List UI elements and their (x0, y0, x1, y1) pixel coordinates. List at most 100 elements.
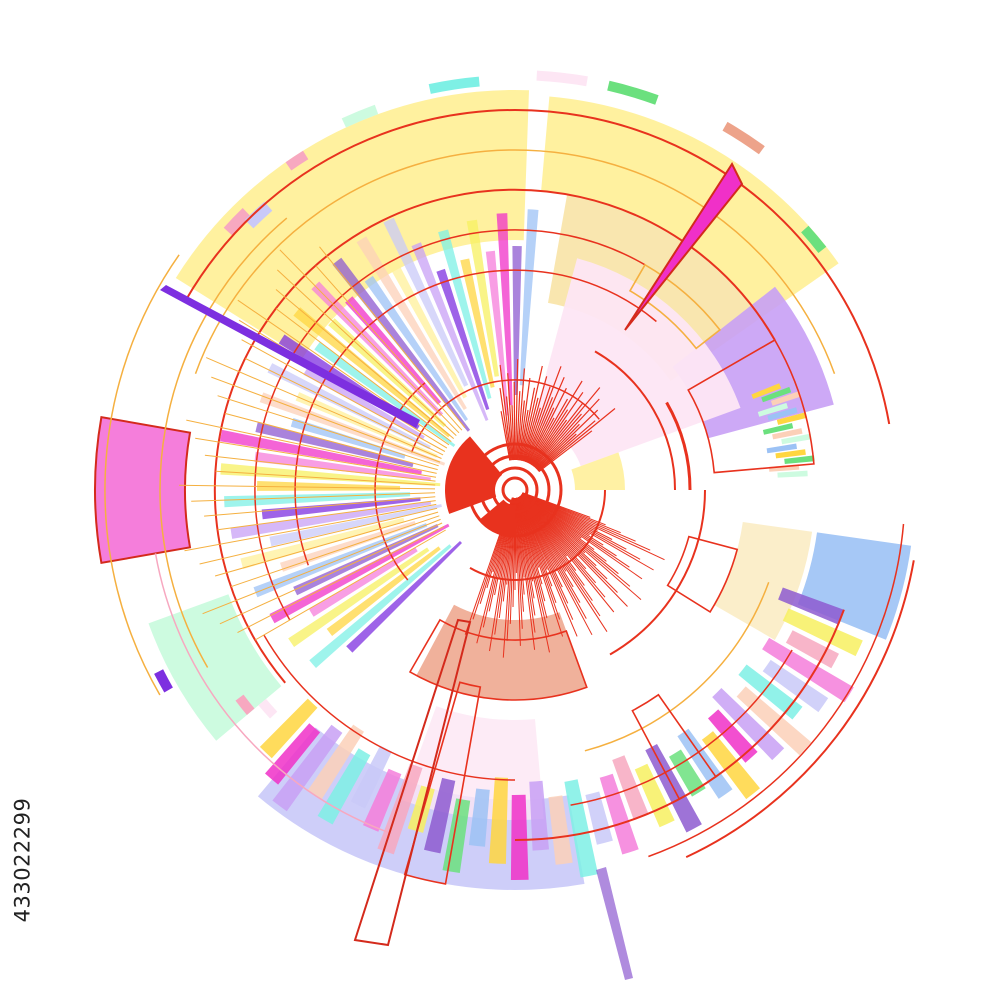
bottom-bar-20 (510, 794, 529, 881)
fan-line-11 (178, 484, 436, 490)
bottom-bar-4 (762, 659, 829, 713)
fan-line-3 (202, 518, 441, 615)
fan-line-19 (206, 357, 442, 459)
bottom-bar-7 (712, 688, 785, 761)
bottom-bar-21 (488, 777, 508, 864)
right-bar-13 (777, 470, 808, 478)
fan-line-4 (230, 515, 440, 588)
right-bar-10 (775, 449, 806, 459)
burst-top-ray-29 (532, 419, 568, 467)
fan-bar-40 (485, 250, 509, 416)
fan-bar-31 (364, 275, 468, 422)
arc-10 (263, 634, 516, 781)
dash-6 (722, 121, 765, 155)
arc-4 (254, 229, 646, 621)
fan-line-12 (215, 470, 436, 486)
right-bar-3 (757, 402, 788, 417)
block-12 (571, 452, 626, 490)
burst-top-ray-24 (528, 417, 555, 464)
burst-ray-66 (515, 497, 524, 612)
fan-line-13 (204, 454, 436, 482)
dash-3 (341, 104, 379, 128)
fan-bar-6 (293, 524, 439, 596)
fan-bar-0 (346, 541, 462, 653)
fan-line-8 (217, 500, 436, 531)
burst-top-ray-25 (529, 398, 569, 465)
block-5 (95, 417, 190, 563)
arc-18 (584, 582, 770, 752)
burst-top-ray-5 (511, 405, 515, 461)
bottom-bar-19 (529, 780, 549, 851)
fan-bar-5 (269, 523, 450, 624)
fan-line-21 (241, 339, 446, 452)
bottom-bar-15 (599, 773, 639, 855)
burst-top-ray-37 (537, 420, 596, 471)
fan-line-2 (219, 522, 443, 625)
dash-5 (223, 208, 251, 236)
magenta-spike (624, 161, 744, 331)
fan-bar-1 (309, 544, 452, 668)
burst-ray-3 (522, 492, 636, 542)
fan-line-14 (195, 437, 437, 478)
bottom-bar-28 (350, 745, 392, 809)
fan-line-20 (245, 358, 444, 456)
bottom-bar-23 (442, 798, 471, 873)
right-bar-4 (767, 407, 798, 421)
purple-spike (596, 867, 633, 980)
fan-line-17 (217, 395, 439, 467)
fan-bar-36 (436, 268, 490, 410)
block-0 (175, 89, 530, 358)
right-bar-11 (784, 455, 815, 464)
arc-17 (154, 553, 391, 834)
burst-top-ray-11 (518, 377, 531, 461)
burst-top-ray-1 (499, 388, 512, 461)
burst-ray-41 (518, 496, 587, 619)
center-wedge-bottom (480, 499, 515, 535)
fan-line-18 (211, 376, 441, 463)
fan-bar-30 (332, 257, 471, 432)
outline-sector-0 (403, 681, 482, 885)
fan-bar-37 (438, 229, 492, 399)
fan-line-5 (214, 511, 439, 577)
arc-1 (194, 149, 836, 374)
bottom-bar-2 (785, 630, 839, 669)
burst-top-ray-8 (515, 391, 521, 461)
fan-line-16 (224, 412, 438, 471)
burst-top-ray-0 (500, 411, 511, 461)
fan-bar-32 (356, 236, 467, 410)
block-9 (402, 706, 544, 820)
dash-0 (607, 80, 659, 105)
fan-line-28 (315, 265, 463, 431)
bottom-bar-1 (782, 608, 863, 657)
fan-bar-27 (328, 318, 447, 428)
burst-top-ray-10 (517, 400, 525, 461)
fan-line-10 (191, 492, 436, 502)
burst-top-ray-27 (530, 409, 569, 466)
center-starburst (445, 358, 665, 658)
fan-bar-15 (220, 463, 441, 487)
right-bar-7 (772, 428, 803, 440)
outline-sector-3 (666, 535, 739, 614)
burst-ray-9 (521, 493, 641, 560)
dash-9 (235, 694, 255, 715)
fan-bar-38 (460, 258, 495, 388)
fan-bar-26 (293, 307, 451, 438)
fan-bar-23 (303, 366, 425, 440)
burst-top-ray-12 (519, 409, 529, 461)
burst-ray-57 (516, 497, 549, 636)
dash-10 (258, 698, 278, 719)
bottom-bar-24 (424, 777, 456, 854)
bottom-bar-3 (762, 637, 854, 703)
arc-11 (609, 489, 706, 656)
outline-sector-4 (687, 338, 815, 474)
arc-0 (185, 109, 891, 425)
fan-bar-2 (326, 546, 441, 636)
bottom-bar-18 (548, 795, 573, 865)
fan-bar-11 (230, 501, 432, 539)
burst-top-ray-22 (527, 407, 555, 464)
arc-19 (665, 401, 692, 491)
red-outline-spike (353, 618, 472, 947)
center-ring-0 (501, 476, 529, 504)
violet-spike (160, 285, 420, 428)
